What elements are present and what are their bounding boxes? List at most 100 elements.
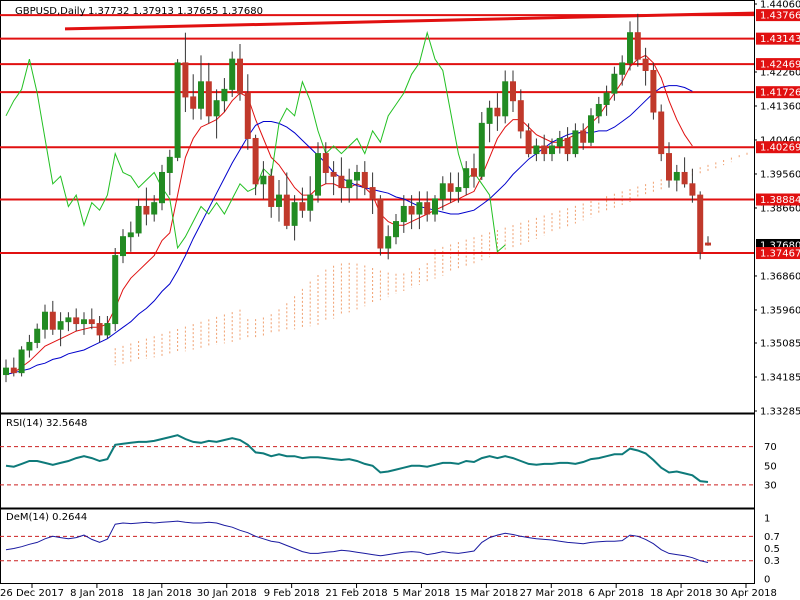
candle-body (658, 111, 665, 155)
candle-body (689, 183, 696, 196)
candle-body (42, 311, 48, 330)
candle-body (174, 62, 181, 158)
candle-body (221, 88, 228, 102)
candle-body (432, 198, 438, 215)
candle-body (541, 145, 548, 155)
x-tick-label: 15 Mar 2018 (455, 588, 518, 599)
price-label-box (756, 86, 800, 99)
candle-body (603, 92, 610, 105)
candle-body (159, 171, 165, 204)
x-tick-label: 18 Jan 2018 (132, 588, 192, 599)
candle-body (471, 168, 477, 177)
dem-tick-label: 0.7 (764, 532, 780, 543)
rsi-tick-label: 30 (764, 480, 777, 491)
candle-body (611, 73, 618, 94)
price-label-box (756, 193, 800, 206)
candle-body (642, 58, 649, 71)
dem-title: DeM(14) 0.2644 (6, 512, 87, 523)
candle-body (104, 323, 111, 336)
candle-body (556, 137, 563, 147)
candle-body (354, 171, 360, 181)
x-tick-label: 8 Jan 2018 (70, 588, 124, 599)
dem-tick-label: 0.3 (764, 556, 780, 567)
price-label-box (756, 32, 800, 45)
candle-body (463, 168, 470, 189)
candle-body (307, 194, 314, 211)
candle-body (697, 194, 704, 253)
candle-body (424, 202, 431, 215)
candle-body (408, 205, 415, 215)
chart-header-symbol: GBPUSD,Daily (15, 6, 86, 17)
price-label-box (756, 247, 800, 260)
candle-body (213, 100, 220, 117)
x-tick-label: 30 Jan 2018 (197, 588, 257, 599)
candle-body (120, 236, 126, 257)
candle-body (3, 367, 9, 376)
y-tick-label: 1.35085 (760, 339, 800, 350)
candle-body (400, 205, 407, 223)
candle-body (127, 232, 134, 238)
candle-body (151, 202, 158, 215)
candle-body (18, 349, 25, 374)
x-tick-label: 26 Dec 2017 (0, 588, 64, 599)
candle-body (361, 171, 368, 189)
candle-body (299, 202, 306, 211)
candle-body (517, 100, 524, 132)
candle-body (580, 130, 587, 143)
price-label: 1.42469 (760, 60, 800, 71)
x-tick-label: 9 Feb 2018 (264, 588, 320, 599)
candle-body (229, 58, 236, 90)
candle-body (681, 171, 688, 185)
candle-body (634, 32, 641, 60)
candle-body (478, 122, 485, 177)
x-tick-label: 5 Mar 2018 (393, 588, 450, 599)
candle-body (112, 255, 119, 325)
price-label: 1.37467 (760, 249, 800, 260)
price-label-box (756, 58, 800, 71)
y-tick-label: 1.33285 (760, 407, 800, 418)
candle-body (416, 202, 423, 215)
y-tick-label: 1.36860 (760, 271, 800, 282)
candle-body (237, 58, 243, 94)
y-tick-label: 1.39560 (760, 169, 800, 180)
candle-body (26, 341, 33, 351)
candle-body (439, 183, 446, 200)
candle-body (283, 194, 290, 226)
candle-body (57, 321, 64, 330)
candle-body (135, 205, 142, 234)
candle-body (268, 175, 275, 207)
rsi-line (5, 434, 709, 483)
candle-body (627, 32, 633, 64)
x-tick-label: 21 Feb 2018 (325, 588, 387, 599)
y-tick-label: 1.42260 (760, 67, 800, 78)
dem-tick-label: 1 (764, 514, 770, 525)
candle-body (291, 202, 298, 226)
candle-body (88, 319, 95, 325)
candle-body (182, 62, 189, 98)
candle-body (34, 328, 41, 343)
price-label: 1.40269 (760, 143, 800, 154)
candle-body (572, 130, 579, 155)
candle-body (525, 130, 532, 155)
candle-body (10, 367, 17, 374)
y-tick-label: 1.38660 (760, 203, 800, 214)
candle-body (260, 175, 267, 185)
candle-body (549, 145, 555, 155)
candle-body (673, 171, 680, 181)
price-label: 1.43766 (760, 11, 800, 22)
candle-body (166, 156, 173, 173)
candle-body (96, 323, 103, 336)
price-label: 1.37680 (760, 240, 800, 251)
candle-body (73, 317, 80, 325)
candle-body (502, 81, 509, 117)
candle-body (369, 187, 376, 200)
candle-body (49, 311, 56, 330)
y-tick-label: 1.44060 (760, 0, 800, 11)
x-tick-label: 18 Apr 2018 (650, 588, 712, 599)
candle-body (322, 153, 329, 173)
candle-body (143, 205, 150, 215)
y-tick-label: 1.40460 (760, 135, 800, 146)
candle-body (486, 107, 493, 124)
x-tick-label: 30 Apr 2018 (715, 588, 777, 599)
candle-body (588, 115, 594, 143)
